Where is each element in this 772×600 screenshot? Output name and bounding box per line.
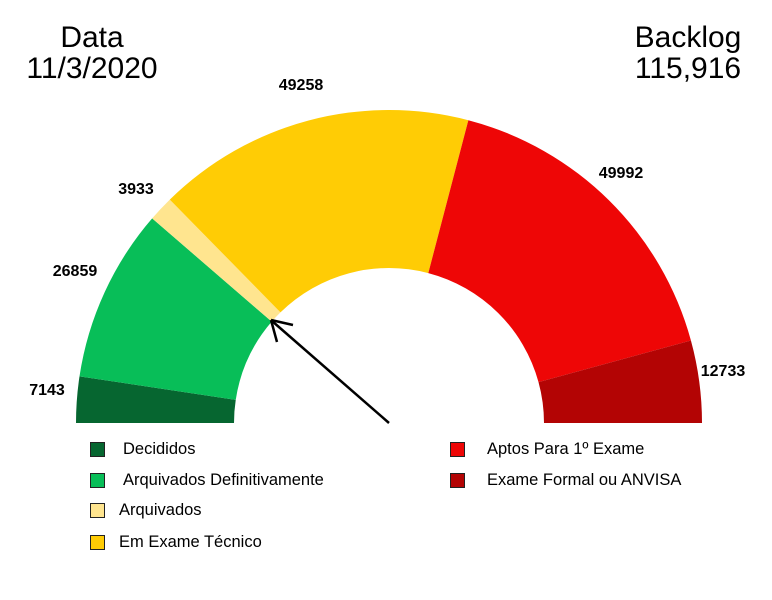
segment-value-label: 26859 bbox=[53, 263, 98, 280]
gauge-segment-aptos-para-1-exame bbox=[428, 120, 691, 383]
segment-value-label: 12733 bbox=[701, 363, 746, 380]
legend-swatch bbox=[90, 503, 105, 518]
legend-swatch bbox=[90, 473, 105, 488]
legend-label: Exame Formal ou ANVISA bbox=[487, 471, 682, 489]
segment-value-label: 7143 bbox=[29, 382, 65, 399]
date-value: 11/3/2020 bbox=[26, 52, 158, 85]
legend-item-em-exame-tecnico: Em Exame Técnico bbox=[90, 533, 262, 552]
segment-value-label: 49258 bbox=[279, 77, 324, 94]
backlog-annotation: Backlog 115,916 bbox=[618, 22, 758, 84]
legend-item-exame-formal-ou-anvisa: Exame Formal ou ANVISA bbox=[450, 471, 681, 490]
legend-label: Em Exame Técnico bbox=[119, 533, 262, 551]
legend-item-arquivados-definitivamente: Arquivados Definitivamente bbox=[90, 471, 324, 490]
legend-item-aptos-para-1-exame: Aptos Para 1º Exame bbox=[450, 440, 644, 459]
gauge-segment-exame-formal-ou-anvisa bbox=[538, 340, 702, 423]
gauge-segment-em-exame-t-cnico bbox=[169, 109, 469, 313]
gauge-segment-arquivados bbox=[152, 199, 281, 322]
backlog-title: Backlog bbox=[634, 21, 742, 54]
legend-item-decidedos: Decididos bbox=[90, 440, 195, 459]
gauge-segment-arquivados-definitivamente bbox=[79, 218, 272, 400]
gauge-segments bbox=[76, 109, 702, 423]
segment-value-label: 49992 bbox=[599, 165, 644, 182]
legend-swatch bbox=[450, 442, 465, 457]
gauge-segment-decididos bbox=[76, 376, 236, 423]
legend-swatch bbox=[450, 473, 465, 488]
legend-label: Decididos bbox=[123, 440, 196, 458]
date-title: Data bbox=[60, 21, 124, 54]
backlog-value: 115,916 bbox=[634, 52, 742, 85]
legend-label: Arquivados bbox=[119, 501, 202, 519]
legend-swatch bbox=[90, 535, 105, 550]
needle-arrow-icon bbox=[269, 318, 390, 424]
legend-label: Arquivados Definitivamente bbox=[123, 471, 324, 489]
legend-label: Aptos Para 1º Exame bbox=[487, 440, 645, 458]
legend-swatch bbox=[90, 442, 105, 457]
legend-item-arquivados: Arquivados bbox=[90, 501, 202, 520]
segment-value-label: 3933 bbox=[118, 181, 154, 198]
gauge-value-labels: 7143 26859 3933 49258 49992 12733 bbox=[29, 77, 745, 399]
date-annotation: Data 11/3/2020 bbox=[22, 22, 162, 84]
